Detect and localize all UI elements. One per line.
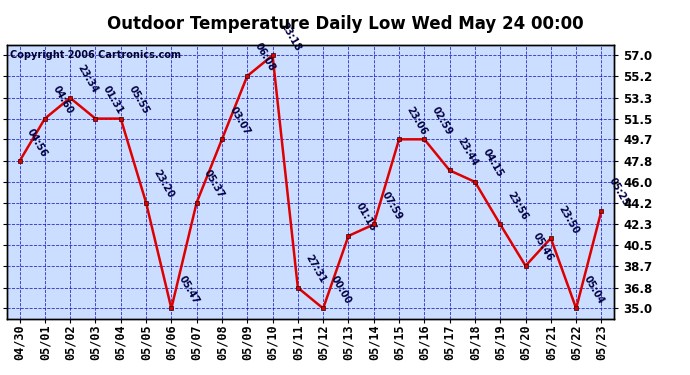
Text: 04:60: 04:60 [50,84,75,116]
Text: 04:56: 04:56 [25,126,49,158]
Text: 23:34: 23:34 [76,63,100,95]
Text: 07:59: 07:59 [380,190,404,222]
Text: 23:20: 23:20 [152,168,176,200]
Text: 05:25: 05:25 [607,176,631,208]
Text: 02:59: 02:59 [430,105,454,136]
Text: 23:18: 23:18 [278,21,302,53]
Text: 01:31: 01:31 [101,84,125,116]
Text: 05:04: 05:04 [582,274,606,306]
Text: 05:37: 05:37 [202,168,226,200]
Text: 05:46: 05:46 [531,231,555,263]
Text: 03:07: 03:07 [228,105,252,136]
Text: 05:55: 05:55 [126,84,150,116]
Text: 06:08: 06:08 [253,41,277,73]
Text: 04:15: 04:15 [480,147,504,179]
Text: 27:31: 27:31 [304,253,328,285]
Text: 23:44: 23:44 [455,136,480,168]
Text: 23:06: 23:06 [404,105,428,136]
Text: 23:50: 23:50 [556,204,580,236]
Text: Outdoor Temperature Daily Low Wed May 24 00:00: Outdoor Temperature Daily Low Wed May 24… [107,15,583,33]
Text: 01:16: 01:16 [354,201,378,233]
Text: Copyright 2006 Cartronics.com: Copyright 2006 Cartronics.com [10,51,181,60]
Text: 00:00: 00:00 [328,274,353,306]
Text: 05:47: 05:47 [177,274,201,306]
Text: 23:56: 23:56 [506,190,530,222]
